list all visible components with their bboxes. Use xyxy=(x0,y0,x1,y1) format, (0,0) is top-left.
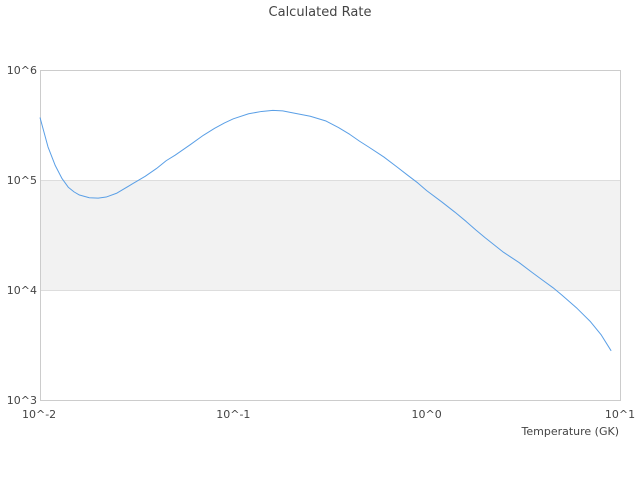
x-tick-label: 10^1 xyxy=(605,408,635,421)
plot-area-frame xyxy=(40,70,621,401)
x-axis-label: Temperature (GK) xyxy=(521,425,620,438)
y-tick-label: 10^5 xyxy=(7,174,37,187)
grid-band-0 xyxy=(40,180,620,290)
x-tick-label: 10^-1 xyxy=(216,408,250,421)
series-line-0 xyxy=(39,109,612,352)
chart-title: Calculated Rate xyxy=(269,5,372,20)
x-tick-label: 10^-2 xyxy=(22,408,56,421)
x-tick-label: 10^0 xyxy=(412,408,442,421)
y-tick-label: 10^6 xyxy=(7,64,37,77)
y-tick-label: 10^4 xyxy=(7,284,37,297)
y-tick-label: 10^3 xyxy=(7,394,37,407)
